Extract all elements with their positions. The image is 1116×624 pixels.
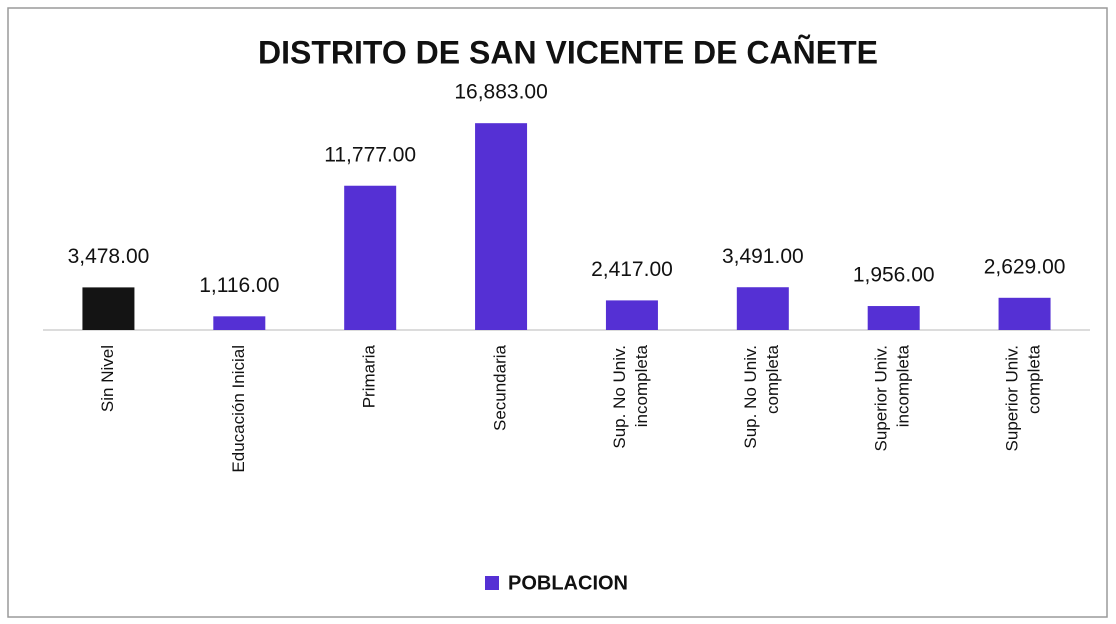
value-label: 11,777.00 bbox=[324, 143, 416, 166]
bar bbox=[605, 300, 658, 330]
x-tick-label: Superior Univ. incompleta bbox=[872, 344, 913, 451]
x-tick-label: Sup. No Univ. completa bbox=[741, 344, 782, 448]
bar bbox=[475, 123, 528, 330]
x-tick-label: Sin Nivel bbox=[98, 345, 117, 412]
x-tick-label: Secundaria bbox=[491, 344, 510, 431]
value-label: 3,478.00 bbox=[68, 245, 150, 268]
value-label: 1,956.00 bbox=[853, 264, 935, 287]
bar bbox=[344, 185, 397, 330]
chart-title: DISTRITO DE SAN VICENTE DE CAÑETE bbox=[258, 34, 878, 70]
bar bbox=[998, 297, 1051, 330]
legend-label: POBLACION bbox=[508, 572, 628, 594]
value-label: 2,417.00 bbox=[591, 258, 673, 281]
bar bbox=[82, 287, 135, 330]
x-tick-label: Educación Inicial bbox=[229, 345, 248, 473]
value-label: 1,116.00 bbox=[199, 274, 279, 297]
bar bbox=[736, 287, 789, 330]
value-label: 16,883.00 bbox=[454, 81, 547, 104]
legend-swatch bbox=[485, 576, 499, 590]
bar bbox=[213, 316, 266, 330]
x-tick-label: Superior Univ. completa bbox=[1003, 344, 1044, 451]
value-label: 2,629.00 bbox=[984, 255, 1066, 278]
bar bbox=[867, 306, 920, 330]
chart-frame bbox=[7, 7, 1108, 618]
x-tick-label: Sup. No Univ. incompleta bbox=[610, 344, 651, 448]
value-label: 3,491.00 bbox=[722, 245, 804, 268]
x-tick-label: Primaria bbox=[360, 344, 379, 408]
